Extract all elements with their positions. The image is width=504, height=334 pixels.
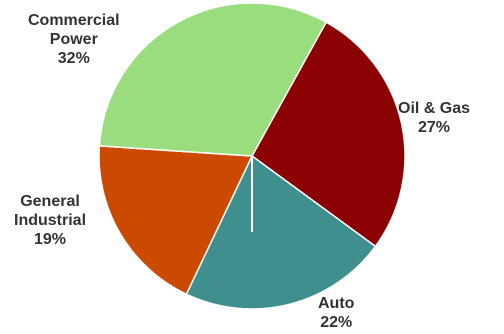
pie-slice-commercial-power (98, 2, 328, 157)
pie-slice-general-industrial (98, 145, 254, 296)
slice-percent-commercial-power: 32% (57, 50, 90, 67)
pie-slice-auto (185, 154, 377, 310)
pie-slice-oil-gas (251, 21, 406, 248)
slice-percent-general-industrial: 19% (33, 231, 67, 248)
slice-name-oil-gas: Oil & Gas (398, 100, 471, 117)
pie-slices (98, 2, 406, 310)
slice-name-auto: Auto (318, 295, 355, 312)
slice-label-auto: Auto 22% (318, 294, 354, 332)
slice-label-general-industrial: General Industrial 19% (14, 192, 86, 249)
slice-name-commercial-power-line1: Commercial (28, 12, 120, 29)
slice-label-commercial-power: Commercial Power 32% (28, 11, 120, 68)
slice-name-general-industrial-line1: General (20, 193, 80, 210)
slice-percent-auto: 22% (320, 314, 353, 331)
slice-name-general-industrial-line2: Industrial (14, 212, 87, 229)
slice-label-oil-gas: Oil & Gas 27% (398, 99, 470, 137)
slice-percent-oil-gas: 27% (418, 119, 451, 136)
slice-name-commercial-power-line2: Power (49, 31, 98, 48)
